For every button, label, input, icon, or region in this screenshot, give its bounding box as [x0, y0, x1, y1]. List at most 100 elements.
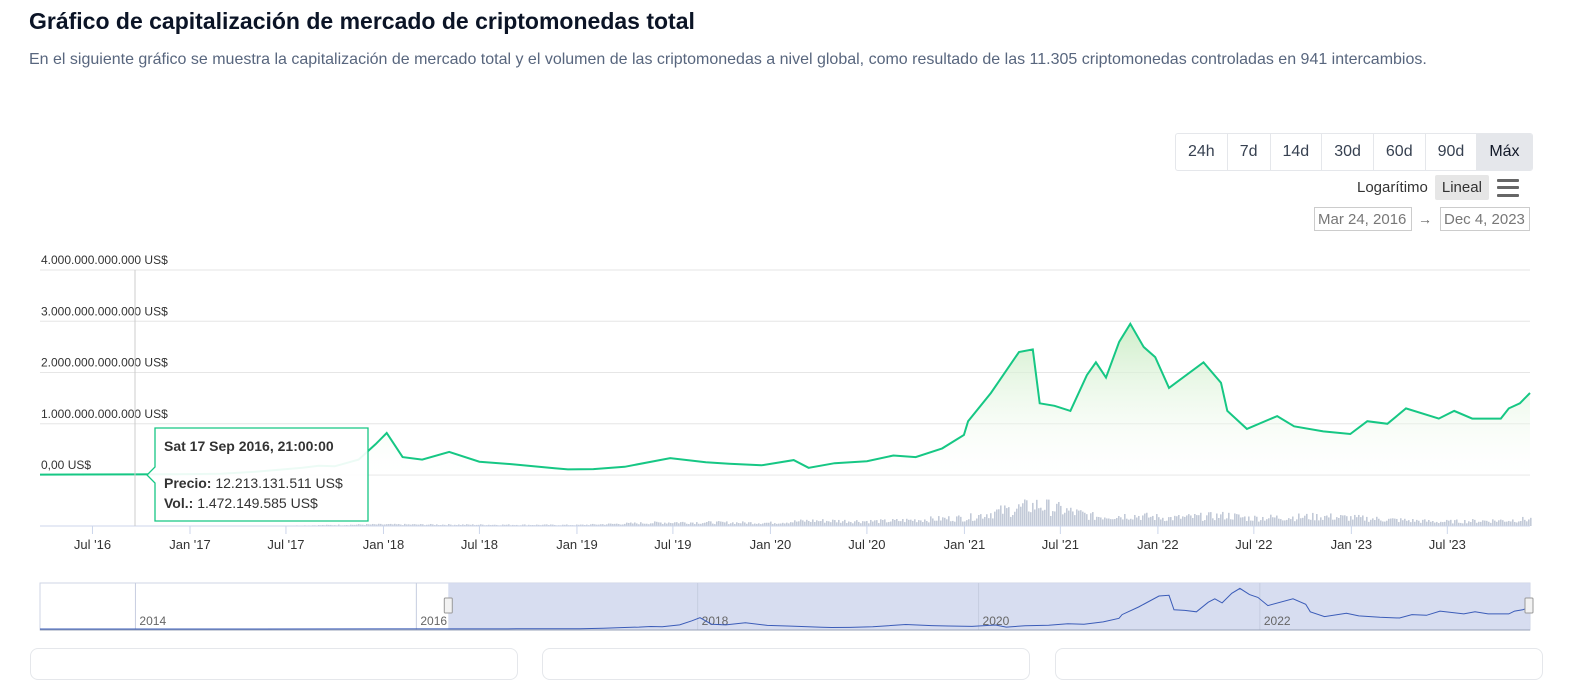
volume-bar: [946, 519, 948, 526]
volume-bar: [1450, 520, 1452, 526]
volume-bar: [1216, 513, 1218, 526]
volume-bar: [1378, 519, 1380, 526]
navigator-handle[interactable]: [1525, 598, 1533, 613]
volume-bar: [1472, 519, 1474, 526]
volume-bar: [1000, 505, 1002, 526]
volume-bar: [1300, 518, 1302, 526]
volume-bar: [1016, 509, 1018, 526]
navigator-label: 2016: [420, 614, 447, 628]
volume-bar: [1186, 515, 1188, 526]
volume-bar: [822, 519, 824, 526]
navigator-handle[interactable]: [444, 598, 452, 613]
x-tick-label: Jul '19: [654, 537, 691, 552]
volume-bar: [1100, 517, 1102, 526]
volume-bar: [1494, 521, 1496, 526]
volume-bar: [658, 522, 660, 526]
volume-bar: [828, 521, 830, 526]
volume-bar: [902, 519, 904, 526]
volume-bar: [1386, 521, 1388, 526]
volume-bar: [1408, 520, 1410, 526]
tooltip-price-value: 12.213.131.511 US$: [215, 475, 343, 491]
volume-bar: [1362, 515, 1364, 526]
volume-bar: [910, 520, 912, 526]
volume-bar: [1250, 521, 1252, 526]
volume-bar: [1314, 520, 1316, 526]
volume-bar: [1166, 521, 1168, 526]
volume-bar: [1124, 514, 1126, 526]
volume-bar: [1390, 519, 1392, 526]
volume-bar: [1320, 517, 1322, 526]
volume-bar: [1108, 518, 1110, 526]
volume-bar: [1026, 500, 1028, 526]
x-tick-label: Jul '18: [461, 537, 498, 552]
range-button-90d[interactable]: 90d: [1426, 134, 1478, 170]
volume-bar: [992, 518, 994, 526]
x-tick-label: Jul '17: [267, 537, 304, 552]
volume-bar: [1330, 513, 1332, 526]
volume-bar: [660, 523, 662, 526]
volume-bar: [1266, 519, 1268, 526]
volume-bar: [1038, 508, 1040, 526]
volume-bar: [1102, 519, 1104, 526]
date-from-input[interactable]: Mar 24, 2016: [1314, 207, 1412, 231]
volume-bar: [1248, 516, 1250, 526]
volume-bar: [770, 522, 772, 526]
volume-bar: [1388, 519, 1390, 526]
range-button-24h[interactable]: 24h: [1176, 134, 1228, 170]
market-cap-chart[interactable]: 0,00 US$1.000.000.000.000 US$2.000.000.0…: [0, 250, 1578, 650]
date-to-input[interactable]: Dec 4, 2023: [1440, 207, 1530, 231]
volume-bar: [1030, 512, 1032, 526]
volume-bar: [692, 523, 694, 526]
volume-bar: [1220, 514, 1222, 526]
volume-bar: [1310, 520, 1312, 526]
log-scale-button[interactable]: Logarítimo: [1350, 175, 1435, 200]
navigator-label: 2014: [139, 614, 166, 628]
volume-bar: [732, 522, 734, 526]
volume-bar: [978, 515, 980, 526]
range-button-30d[interactable]: 30d: [1322, 134, 1374, 170]
volume-bar: [710, 521, 712, 526]
volume-bar: [1322, 520, 1324, 526]
range-button-60d[interactable]: 60d: [1374, 134, 1426, 170]
chart-tooltip: Sat 17 Sep 2016, 21:00:00 Precio: 12.213…: [147, 428, 368, 521]
volume-bar: [802, 520, 804, 526]
volume-bar: [1184, 517, 1186, 526]
x-tick-label: Jan '19: [556, 537, 598, 552]
volume-bar: [894, 520, 896, 526]
volume-bar: [680, 522, 682, 526]
volume-bar: [970, 513, 972, 526]
volume-bar: [634, 522, 636, 526]
volume-bar: [994, 512, 996, 526]
volume-bar: [1496, 522, 1498, 526]
volume-bar: [848, 522, 850, 526]
volume-bar: [1284, 520, 1286, 526]
volume-bar: [800, 520, 802, 526]
range-button-máx[interactable]: Máx: [1477, 134, 1531, 170]
volume-bar: [1174, 516, 1176, 526]
volume-bar: [948, 516, 950, 526]
volume-bar: [1498, 520, 1500, 526]
hamburger-menu-icon[interactable]: [1497, 179, 1519, 197]
linear-scale-button[interactable]: Lineal: [1435, 175, 1489, 200]
volume-bar: [1442, 522, 1444, 526]
volume-bar: [1004, 505, 1006, 526]
volume-bar: [1050, 516, 1052, 526]
x-tick-label: Jul '23: [1429, 537, 1466, 552]
range-button-14d[interactable]: 14d: [1271, 134, 1323, 170]
range-button-7d[interactable]: 7d: [1228, 134, 1271, 170]
volume-bar: [988, 518, 990, 526]
volume-bar: [924, 519, 926, 526]
volume-bar: [1172, 520, 1174, 526]
volume-bar: [1224, 519, 1226, 526]
volume-bar: [1044, 510, 1046, 526]
volume-bar: [1342, 515, 1344, 526]
page-title: Gráfico de capitalización de mercado de …: [29, 8, 695, 35]
volume-bar: [914, 519, 916, 526]
volume-bar: [1018, 504, 1020, 526]
volume-bar: [1192, 518, 1194, 526]
x-tick-label: Jul '20: [848, 537, 885, 552]
volume-bar: [1394, 519, 1396, 526]
volume-bar: [1242, 517, 1244, 526]
volume-bar: [1204, 520, 1206, 526]
